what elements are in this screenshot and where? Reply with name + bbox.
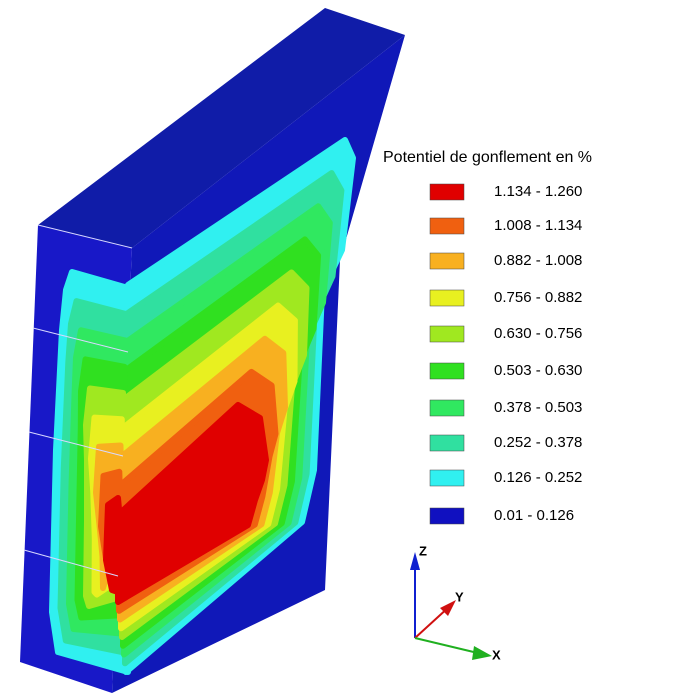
legend-label: 1.008 - 1.134 (494, 217, 582, 234)
x-label: X (492, 647, 501, 662)
legend-swatch (429, 217, 465, 235)
legend-swatch (429, 469, 465, 487)
legend-label: 0.630 - 0.756 (494, 325, 582, 342)
legend-label: 0.378 - 0.503 (494, 399, 582, 416)
contours (49, 137, 356, 675)
legend-label: 1.134 - 1.260 (494, 183, 582, 200)
legend-swatch (429, 289, 465, 307)
legend-swatch (429, 183, 465, 201)
mesh-lines (23, 224, 133, 577)
legend-label: 0.01 - 0.126 (494, 507, 574, 524)
axis-triad: Z Y X (410, 543, 501, 662)
legend-label: 0.126 - 0.252 (494, 469, 582, 486)
legend-label: 0.756 - 0.882 (494, 289, 582, 306)
x-axis (414, 637, 483, 655)
legend-swatch (429, 362, 465, 380)
z-arrow (410, 552, 420, 570)
contour-band (115, 402, 269, 605)
legend: 1.134 - 1.260 1.008 - 1.134 0.882 - 1.008 0… (429, 183, 582, 525)
y-label: Y (455, 589, 464, 604)
legend-swatch (429, 399, 465, 417)
mesh-line (37, 224, 133, 249)
legend-swatch (429, 434, 465, 452)
mesh-line (32, 327, 129, 353)
x-arrow (472, 646, 492, 660)
legend-label: 0.503 - 0.630 (494, 362, 582, 379)
mesh-line (23, 549, 119, 577)
top-face (38, 8, 405, 248)
legend-label: 0.252 - 0.378 (494, 434, 582, 451)
mesh-line (28, 431, 124, 457)
legend-label: 0.882 - 1.008 (494, 252, 582, 269)
legend-swatch (429, 325, 465, 343)
contour-band (103, 495, 123, 595)
legend-title: Potentiel de gonflement en % (383, 149, 592, 166)
z-label: Z (419, 543, 427, 558)
legend-swatch (429, 507, 465, 525)
legend-swatch (429, 252, 465, 270)
y-arrow (440, 600, 456, 616)
